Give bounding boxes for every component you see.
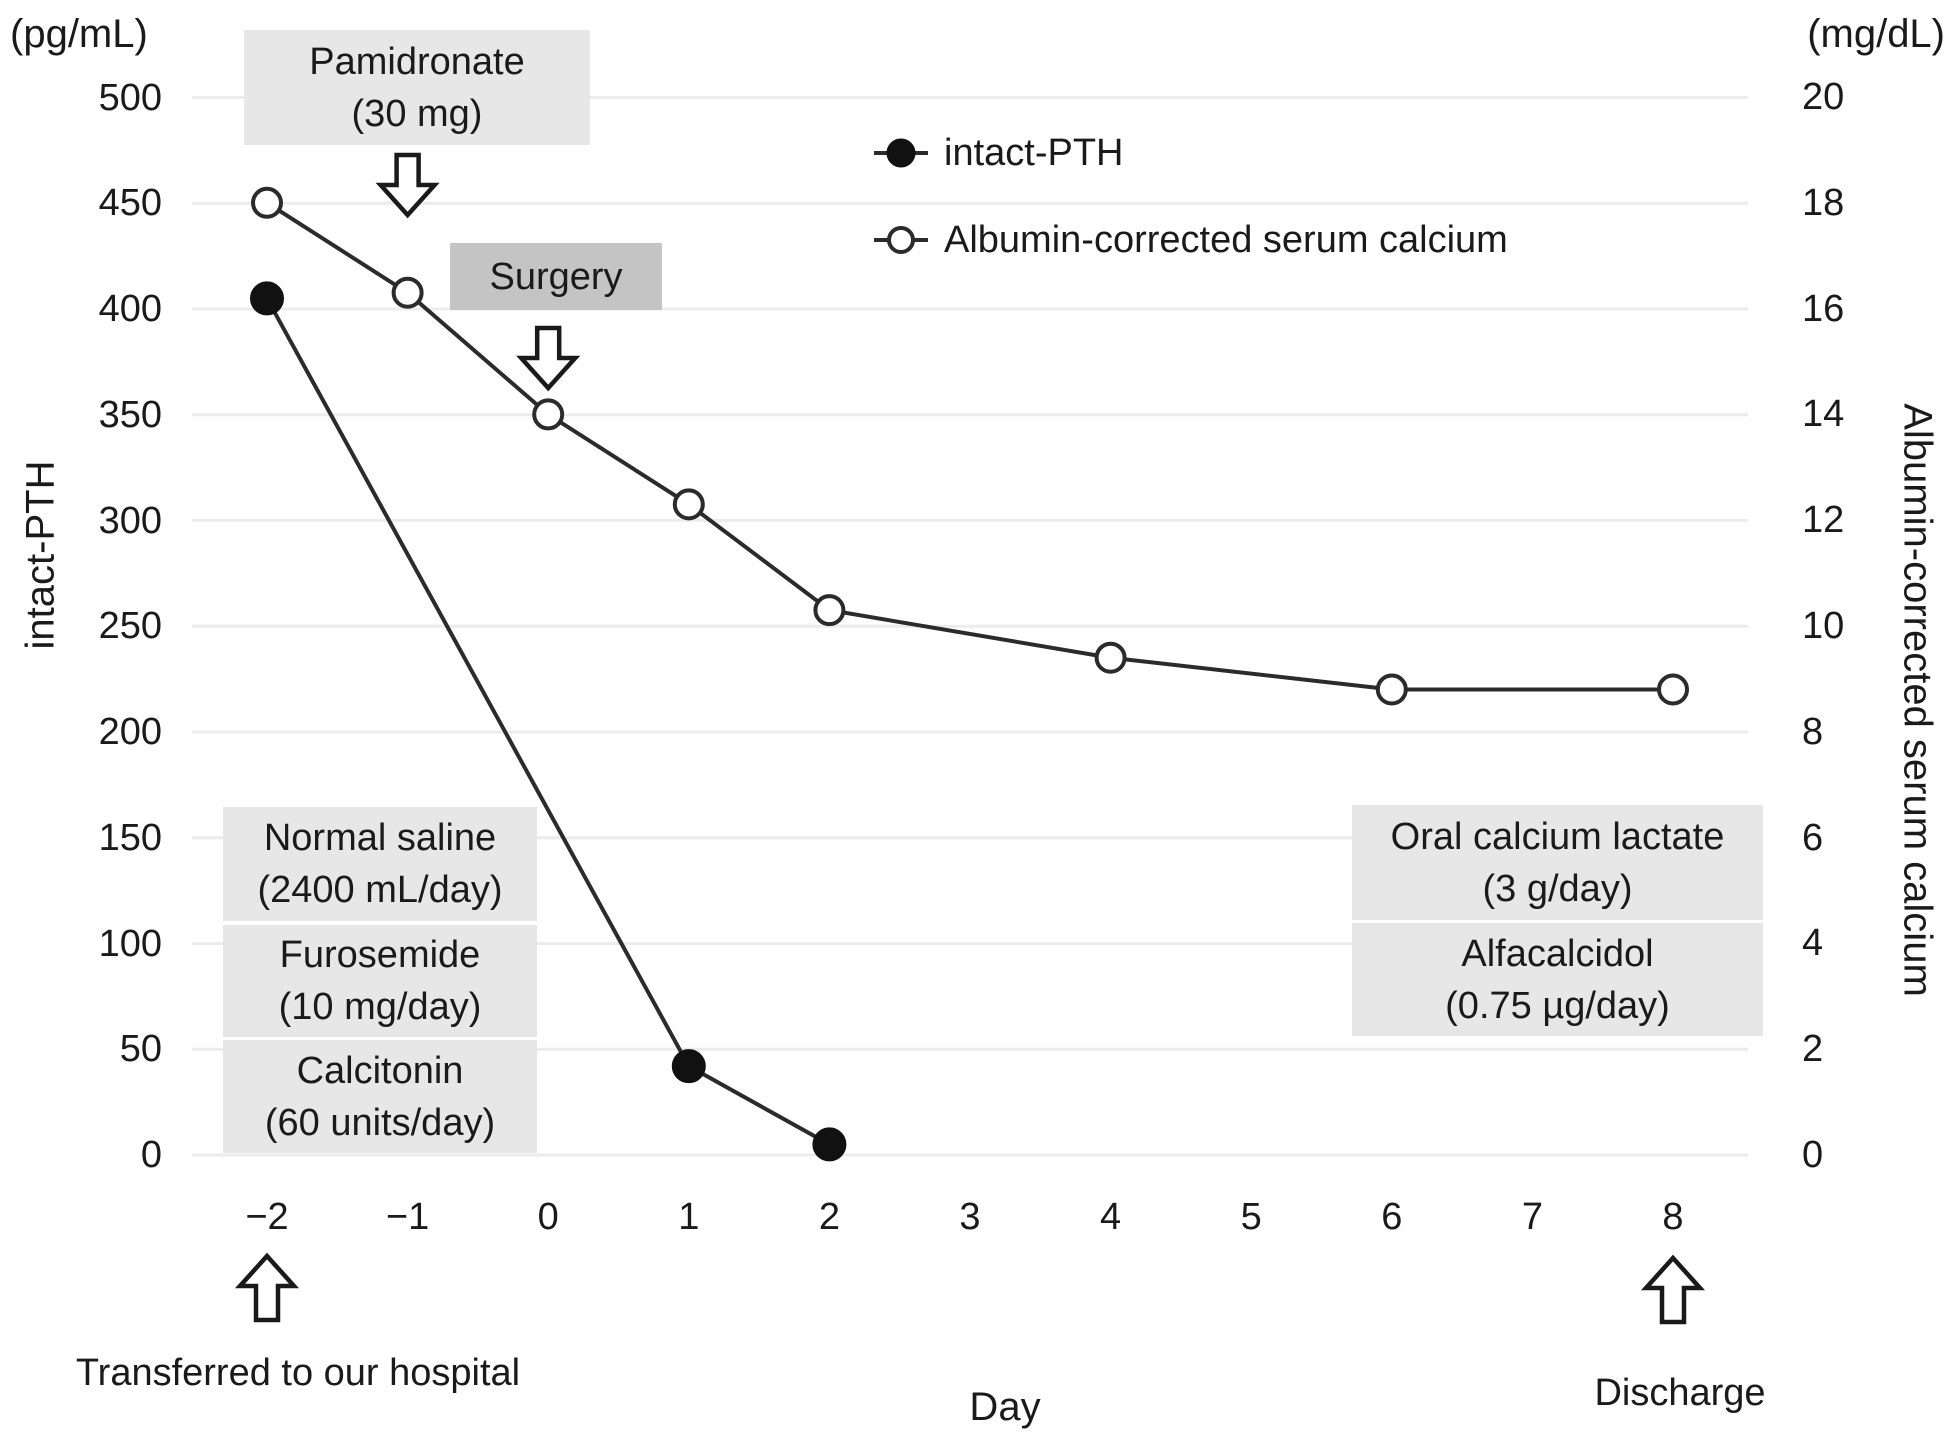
- calcitonin-label: Calcitonin: [296, 1049, 464, 1092]
- alfacalcidol-box: Alfacalcidol (0.75 µg/day): [1352, 923, 1763, 1036]
- data-point-open: [532, 398, 565, 431]
- furosemide-box: Furosemide (10 mg/day): [223, 925, 537, 1037]
- x-axis-tick-label: −1: [385, 1196, 430, 1238]
- x-axis-tick-label: 6: [1381, 1196, 1403, 1238]
- furosemide-dose: (10 mg/day): [278, 986, 482, 1028]
- discharge-caption: Discharge: [1594, 1372, 1766, 1414]
- x-axis-tick-label: 3: [959, 1196, 981, 1238]
- right-axis-tick-label: 14: [1802, 393, 1845, 436]
- data-point-open: [251, 186, 283, 219]
- normal-saline-label: Normal saline: [263, 817, 497, 859]
- alfacalcidol-dose: (0.75 µg/day): [1445, 984, 1670, 1027]
- legend-label: intact-PTH: [944, 131, 1124, 174]
- down-arrow-icon: [375, 152, 440, 219]
- right-axis-tick-label: 12: [1802, 499, 1845, 542]
- data-point-filled: [250, 281, 284, 316]
- oral-calcium-lactate-label: Oral calcium lactate: [1390, 815, 1725, 858]
- x-axis-tick-label: 1: [678, 1196, 700, 1238]
- right-axis-unit: (mg/dL): [1807, 12, 1945, 56]
- data-point-open: [391, 276, 424, 309]
- left-axis-tick-label: 350: [98, 393, 162, 436]
- x-axis-tick-label: 8: [1662, 1196, 1684, 1238]
- legend-label: Albumin-corrected serum calcium: [944, 218, 1508, 261]
- data-point-open: [1094, 641, 1127, 674]
- data-point-filled: [671, 1049, 706, 1084]
- right-axis-tick-label: 6: [1802, 816, 1824, 859]
- series-line-calcium: [265, 201, 1673, 692]
- calcitonin-box: Calcitonin (60 units/day): [223, 1040, 537, 1153]
- right-axis-tick-label: 10: [1802, 605, 1845, 647]
- right-axis-tick-label: 20: [1802, 76, 1845, 118]
- surgery-annotation-box: Surgery: [450, 243, 662, 310]
- x-axis-tick-label: −2: [245, 1196, 289, 1238]
- furosemide-label: Furosemide: [279, 934, 481, 976]
- data-point-open: [1375, 673, 1408, 706]
- oral-calcium-lactate-dose: (3 g/day): [1482, 867, 1633, 910]
- x-axis-tick-label: 2: [818, 1196, 840, 1238]
- data-point-filled: [812, 1127, 847, 1162]
- data-point-open: [1657, 673, 1689, 706]
- normal-saline-box: Normal saline (2400 mL/day): [223, 807, 537, 921]
- left-axis-unit: (pg/mL): [10, 12, 148, 56]
- left-axis-tick-label: 300: [98, 499, 162, 542]
- right-axis-tick-label: 18: [1802, 181, 1845, 224]
- data-point-open: [672, 488, 705, 521]
- left-axis-tick-label: 100: [98, 922, 162, 965]
- normal-saline-dose: (2400 mL/day): [257, 869, 503, 911]
- x-axis-tick-label: 4: [1100, 1196, 1122, 1238]
- filled-circle-marker-icon: [874, 138, 928, 168]
- left-axis-tick-label: 150: [98, 816, 162, 859]
- right-axis-tick-label: 0: [1802, 1134, 1824, 1176]
- data-point-open: [813, 594, 846, 627]
- right-axis-tick-label: 4: [1802, 922, 1824, 965]
- right-axis-tick-label: 8: [1802, 710, 1824, 753]
- x-axis-tick-label: 7: [1521, 1196, 1543, 1238]
- legend-item-calcium: Albumin-corrected serum calcium: [872, 218, 1508, 262]
- oral-calcium-lactate-box: Oral calcium lactate (3 g/day): [1352, 805, 1763, 920]
- alfacalcidol-label: Alfacalcidol: [1461, 932, 1654, 975]
- left-axis-tick-label: 400: [98, 288, 162, 330]
- pamidronate-dose: (30 mg): [351, 92, 483, 135]
- surgery-label: Surgery: [489, 255, 623, 298]
- left-axis-tick-label: 50: [119, 1028, 162, 1071]
- left-axis-tick-label: 0: [140, 1134, 162, 1176]
- x-axis-tick-label: 5: [1240, 1196, 1262, 1238]
- pamidronate-label: Pamidronate: [309, 40, 525, 83]
- up-arrow-icon: [1640, 1254, 1706, 1325]
- left-axis-tick-label: 250: [98, 605, 162, 648]
- left-axis-tick-label: 200: [98, 711, 162, 753]
- down-arrow-icon: [516, 325, 581, 392]
- calcitonin-dose: (60 units/day): [264, 1101, 496, 1144]
- transferred-caption: Transferred to our hospital: [75, 1352, 521, 1394]
- right-axis-tick-label: 2: [1802, 1028, 1824, 1071]
- x-axis-tick-label: 0: [537, 1196, 559, 1238]
- right-axis-title: Albumin-corrected serum calcium: [1895, 403, 1940, 997]
- right-axis-tick-label: 16: [1802, 287, 1845, 330]
- left-axis-tick-label: 450: [98, 182, 162, 225]
- open-circle-marker-icon: [874, 226, 928, 254]
- event-arrows: [234, 152, 1706, 1325]
- left-axis-tick-label: 500: [98, 76, 162, 119]
- pamidronate-annotation-box: Pamidronate (30 mg): [244, 30, 590, 145]
- legend-item-intact-pth: intact-PTH: [872, 131, 1123, 175]
- x-axis-title: Day: [969, 1385, 1041, 1429]
- up-arrow-icon: [234, 1252, 300, 1323]
